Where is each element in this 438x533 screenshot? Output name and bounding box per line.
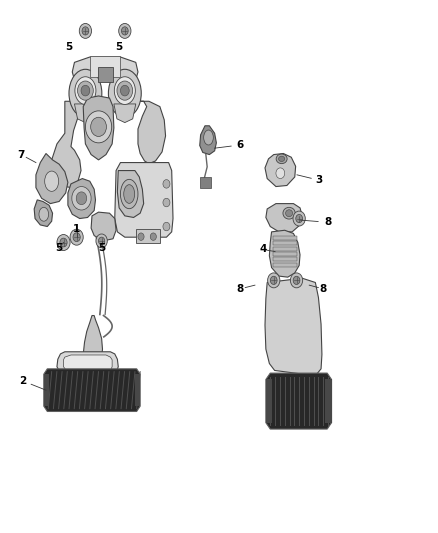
Polygon shape	[117, 171, 144, 217]
Text: 5: 5	[98, 243, 105, 253]
Ellipse shape	[286, 209, 293, 216]
Ellipse shape	[114, 77, 135, 104]
Polygon shape	[83, 316, 102, 368]
Text: 4: 4	[259, 245, 266, 254]
Circle shape	[81, 85, 90, 96]
Ellipse shape	[69, 69, 102, 117]
Circle shape	[57, 235, 70, 251]
Circle shape	[163, 198, 170, 207]
Circle shape	[70, 229, 83, 245]
Circle shape	[78, 81, 93, 100]
Ellipse shape	[279, 156, 285, 161]
Circle shape	[117, 81, 133, 100]
Circle shape	[85, 111, 112, 143]
Circle shape	[150, 233, 156, 240]
Text: 1: 1	[73, 224, 80, 234]
Ellipse shape	[108, 69, 141, 117]
Text: 7: 7	[18, 150, 25, 159]
Text: 5: 5	[56, 243, 63, 253]
Circle shape	[99, 237, 105, 245]
Text: 5: 5	[66, 42, 73, 52]
FancyBboxPatch shape	[200, 177, 211, 188]
Polygon shape	[68, 179, 95, 219]
FancyBboxPatch shape	[98, 67, 113, 82]
Ellipse shape	[39, 207, 49, 221]
Circle shape	[82, 27, 89, 35]
Ellipse shape	[45, 171, 59, 191]
FancyBboxPatch shape	[90, 56, 120, 77]
Polygon shape	[36, 154, 68, 204]
FancyBboxPatch shape	[273, 252, 297, 256]
Polygon shape	[74, 104, 96, 123]
Ellipse shape	[204, 130, 213, 145]
Circle shape	[121, 27, 128, 35]
Polygon shape	[57, 352, 118, 376]
Circle shape	[276, 168, 285, 179]
Text: 6: 6	[237, 140, 244, 150]
FancyBboxPatch shape	[135, 374, 140, 406]
FancyBboxPatch shape	[273, 236, 297, 240]
Polygon shape	[114, 104, 136, 123]
Circle shape	[120, 85, 129, 96]
Circle shape	[73, 233, 80, 241]
Ellipse shape	[283, 207, 295, 219]
Circle shape	[296, 214, 303, 223]
FancyBboxPatch shape	[44, 374, 49, 406]
Polygon shape	[44, 369, 140, 411]
Circle shape	[270, 276, 277, 285]
Ellipse shape	[276, 154, 287, 164]
Text: 2: 2	[20, 376, 27, 386]
FancyBboxPatch shape	[136, 229, 160, 243]
Text: 8: 8	[324, 217, 331, 227]
Polygon shape	[265, 154, 296, 187]
Circle shape	[268, 273, 280, 288]
Ellipse shape	[75, 77, 96, 104]
Circle shape	[119, 23, 131, 38]
Polygon shape	[269, 230, 300, 277]
Circle shape	[91, 117, 106, 136]
FancyBboxPatch shape	[273, 247, 297, 251]
Circle shape	[138, 233, 144, 240]
Polygon shape	[52, 101, 88, 188]
Polygon shape	[83, 96, 114, 160]
Polygon shape	[115, 163, 173, 237]
Text: 3: 3	[315, 175, 322, 185]
Polygon shape	[266, 204, 302, 232]
Polygon shape	[72, 57, 138, 80]
Circle shape	[290, 273, 303, 288]
Circle shape	[293, 211, 305, 226]
Text: 5: 5	[116, 42, 123, 52]
Text: 8: 8	[320, 284, 327, 294]
Ellipse shape	[120, 179, 138, 209]
Circle shape	[76, 192, 87, 205]
Circle shape	[96, 234, 107, 248]
Circle shape	[293, 276, 300, 285]
Ellipse shape	[124, 185, 134, 203]
Polygon shape	[64, 355, 112, 373]
FancyBboxPatch shape	[273, 257, 297, 261]
FancyBboxPatch shape	[273, 263, 297, 266]
Polygon shape	[91, 212, 116, 241]
FancyBboxPatch shape	[273, 241, 297, 245]
Circle shape	[79, 23, 92, 38]
Text: 8: 8	[237, 284, 244, 294]
Polygon shape	[266, 373, 332, 429]
Circle shape	[72, 187, 91, 210]
Polygon shape	[34, 200, 53, 227]
FancyBboxPatch shape	[266, 379, 272, 423]
Polygon shape	[200, 126, 216, 155]
Circle shape	[60, 238, 67, 247]
Polygon shape	[265, 278, 322, 376]
Circle shape	[163, 180, 170, 188]
Polygon shape	[138, 101, 166, 164]
Circle shape	[163, 222, 170, 231]
FancyBboxPatch shape	[325, 379, 332, 423]
